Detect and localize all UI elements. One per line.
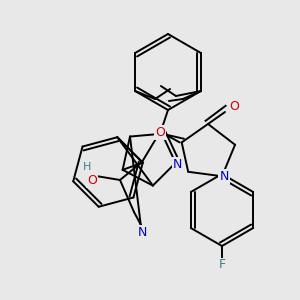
Text: O: O — [87, 173, 97, 187]
Text: O: O — [155, 125, 165, 139]
Text: C: C — [166, 100, 167, 101]
Text: N: N — [137, 226, 147, 238]
Text: F: F — [218, 259, 226, 272]
Text: N: N — [219, 170, 229, 183]
Text: H: H — [83, 162, 91, 172]
Text: O: O — [229, 100, 239, 112]
Text: N: N — [173, 158, 182, 171]
